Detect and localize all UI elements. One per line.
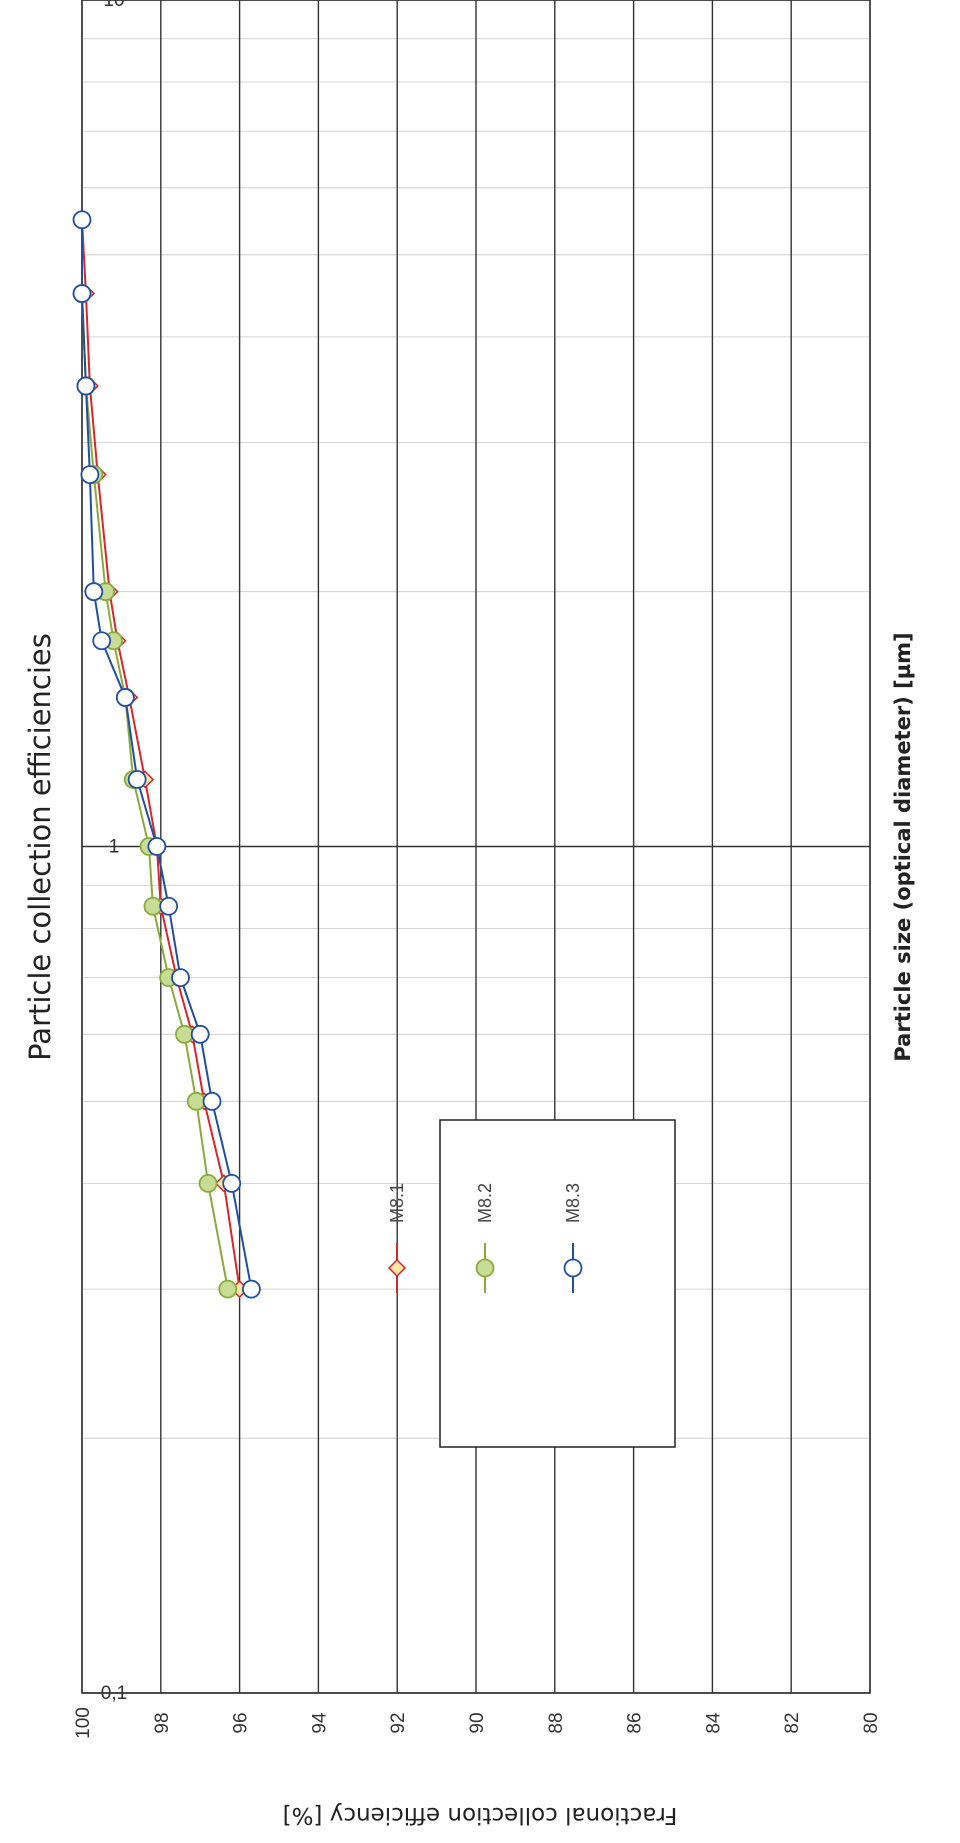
legend-label: M8.2 [475,1183,495,1223]
y-tick-label: 98 [152,1712,173,1733]
x-axis-label: Particle size (optical diameter) [µm] [891,632,915,1061]
series-m8-2 [81,293,229,1290]
y-tick-label: 96 [231,1712,252,1733]
data-point [143,896,163,916]
x-tick-label: 10 [103,0,124,11]
x-tick-labels: 0,1 1 10 [101,0,127,1704]
series-markers [72,210,261,1299]
data-point [92,631,112,651]
data-point [242,1279,261,1299]
legend-marker [563,1258,583,1278]
x-tick-label: 1 [109,837,120,858]
data-point [190,1024,210,1044]
legend-marker [387,1258,407,1278]
y-tick-label: 82 [782,1712,803,1733]
legend-item: M8.2 [475,1183,495,1293]
data-point [76,376,96,396]
data-point [218,1279,238,1299]
y-tick-label: 92 [388,1712,409,1733]
data-point [171,968,190,988]
data-point [127,770,147,789]
legend-label: M8.1 [387,1183,407,1223]
y-tick-label: 90 [467,1712,488,1733]
y-tick-label: 100 [73,1707,94,1739]
y-tick-label: 88 [546,1712,567,1733]
y-tick-label: 84 [703,1712,724,1734]
series-line [81,293,229,1290]
data-point [72,210,92,230]
data-point [80,465,100,485]
legend-marker [475,1258,495,1278]
chart-title: Particle collection efficiencies [23,633,57,1061]
data-point [72,284,92,303]
data-point [202,1091,222,1111]
data-point [84,582,104,602]
legend-label: M8.3 [563,1183,583,1223]
data-point [159,896,179,916]
legend-box [439,1119,676,1448]
series-layer [72,210,261,1299]
plot-area: 0,1 1 10 80 82 84 86 88 90 92 94 96 98 100 Particle … [23,0,915,1739]
legend-item: M8.3 [563,1183,583,1293]
x-tick-label: 0,1 [101,1683,127,1704]
data-point [115,688,135,707]
y-tick-label: 80 [861,1712,882,1733]
y-tick-label: 94 [309,1712,330,1734]
legend-item: M8.1 [387,1183,407,1293]
data-point [222,1173,242,1193]
data-point [147,837,167,856]
y-axis-label: Fractional collection efficiency [%] [283,1802,678,1828]
y-tick-label: 86 [625,1712,646,1733]
data-point [198,1173,218,1193]
legend: M8.1 M8.2 M8.3 [387,1119,676,1448]
data-point [175,1024,194,1044]
data-point [186,1091,206,1111]
y-tick-labels: 80 82 84 86 88 90 92 94 96 98 100 [73,1707,882,1739]
